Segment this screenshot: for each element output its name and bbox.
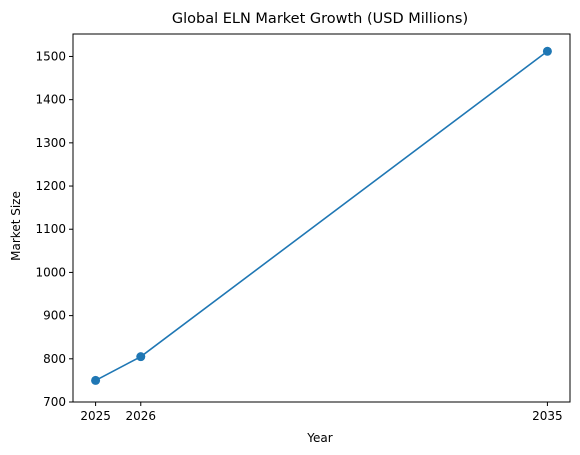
y-tick-label: 1200 — [35, 179, 66, 193]
data-point — [542, 46, 552, 56]
x-axis-label: Year — [306, 431, 332, 445]
y-tick-label: 900 — [43, 309, 66, 323]
y-tick-label: 700 — [43, 395, 66, 409]
data-point — [136, 352, 146, 362]
y-tick-label: 1400 — [35, 93, 66, 107]
chart-title: Global ELN Market Growth (USD Millions) — [172, 11, 468, 27]
x-tick-label: 2026 — [125, 409, 156, 423]
y-tick-label: 1500 — [35, 49, 66, 63]
x-tick-label: 2025 — [80, 409, 111, 423]
plot-frame — [72, 33, 571, 403]
y-tick-label: 1000 — [35, 265, 66, 279]
x-tick-label: 2035 — [532, 409, 563, 423]
y-tick-label: 1300 — [35, 136, 66, 150]
y-tick-label: 800 — [43, 352, 66, 366]
y-tick-label: 1100 — [35, 222, 66, 236]
y-axis-label: Market Size — [9, 191, 23, 261]
plot-area: 700 800 900 1000 1100 1200 1300 1400 1500 2025 202… — [35, 33, 571, 423]
data-point — [91, 375, 101, 385]
